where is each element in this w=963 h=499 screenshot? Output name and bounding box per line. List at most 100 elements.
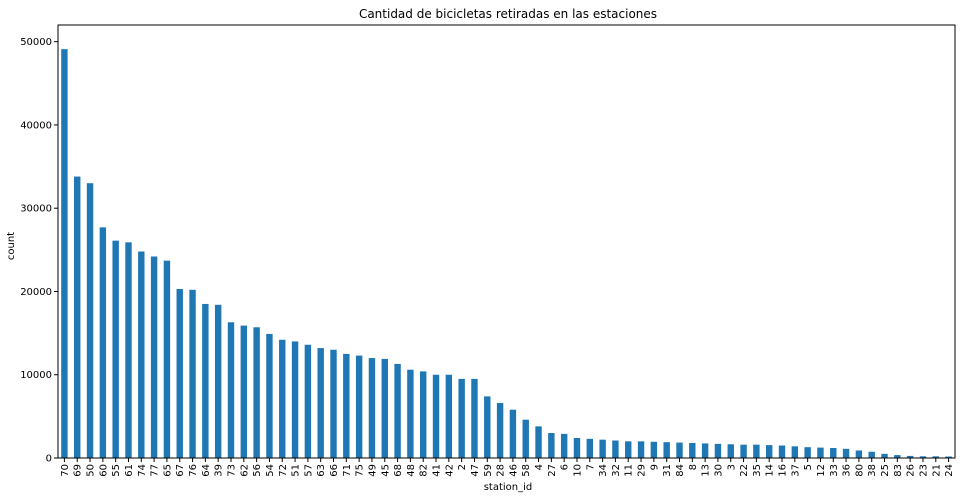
bar-station-42 xyxy=(445,374,453,458)
bar-station-28 xyxy=(496,403,504,458)
bar-station-62 xyxy=(240,325,248,458)
x-tick-label: 69 xyxy=(73,464,84,477)
x-tick-label: 77 xyxy=(150,464,161,477)
x-tick-label: 3 xyxy=(726,464,737,470)
bar-station-49 xyxy=(368,358,376,458)
x-tick-label: 67 xyxy=(175,464,186,477)
x-axis-ticks: 70 69 50 60 55 61 74 77 65 67 76 64 39 73 62 56 54 72 51 57… xyxy=(60,458,955,477)
bar-station-34 xyxy=(599,439,606,458)
bar-station-58 xyxy=(522,419,529,458)
x-tick-label: 27 xyxy=(547,464,558,477)
bar-station-24 xyxy=(945,456,952,458)
x-tick-label: 82 xyxy=(419,464,430,477)
bar-station-30 xyxy=(714,443,722,458)
y-tick-label: 0 xyxy=(46,454,52,465)
x-tick-label: 10 xyxy=(572,464,583,477)
x-tick-label: 66 xyxy=(329,464,340,477)
y-tick-label: 10000 xyxy=(20,370,52,381)
x-tick-label: 80 xyxy=(854,464,865,477)
bar-station-22 xyxy=(740,444,747,458)
x-tick-label: 54 xyxy=(265,464,276,477)
bar-station-33 xyxy=(830,448,837,458)
x-tick-label: 25 xyxy=(880,464,891,477)
x-tick-label: 26 xyxy=(906,464,917,477)
y-tick-label: 50000 xyxy=(20,37,52,48)
bar-station-38 xyxy=(868,451,875,458)
bar-station-84 xyxy=(676,442,683,458)
bar-station-5 xyxy=(804,447,811,458)
bar-station-67 xyxy=(176,288,183,458)
bar-station-69 xyxy=(74,176,81,459)
x-axis-title: station_id xyxy=(484,482,533,493)
bar-station-9 xyxy=(650,441,658,458)
x-tick-label: 28 xyxy=(496,464,507,477)
bar-station-23 xyxy=(919,456,927,458)
x-tick-label: 14 xyxy=(765,464,776,477)
x-tick-label: 6 xyxy=(560,464,571,470)
bar-station-66 xyxy=(330,349,337,458)
bar-station-8 xyxy=(689,443,696,458)
x-tick-label: 51 xyxy=(291,464,302,477)
bar-station-39 xyxy=(214,304,222,458)
bar-station-71 xyxy=(343,353,350,458)
x-tick-label: 48 xyxy=(406,464,417,477)
bar-station-76 xyxy=(189,289,196,458)
bar-station-63 xyxy=(317,348,324,458)
x-tick-label: 75 xyxy=(355,464,366,477)
bar-station-59 xyxy=(484,396,491,458)
bar-station-12 xyxy=(817,447,824,458)
x-tick-label: 31 xyxy=(662,464,673,477)
x-tick-label: 63 xyxy=(316,464,327,477)
bar-station-6 xyxy=(560,433,568,458)
bar-station-82 xyxy=(420,371,427,458)
x-tick-label: 45 xyxy=(380,464,391,477)
bar-station-64 xyxy=(202,303,209,458)
x-tick-label: 68 xyxy=(393,464,404,477)
x-tick-label: 32 xyxy=(611,464,622,477)
x-tick-label: 38 xyxy=(867,464,878,477)
bar-station-27 xyxy=(548,433,555,458)
bar-station-36 xyxy=(842,448,850,458)
x-tick-label: 8 xyxy=(688,464,699,470)
x-tick-label: 9 xyxy=(649,464,660,470)
x-tick-label: 84 xyxy=(675,464,686,477)
x-tick-label: 60 xyxy=(98,464,109,477)
y-tick-label: 30000 xyxy=(20,204,52,215)
bar-station-25 xyxy=(881,453,888,458)
bar-station-56 xyxy=(253,327,260,458)
bar-station-54 xyxy=(266,333,273,458)
x-tick-label: 46 xyxy=(508,464,519,477)
bar-station-41 xyxy=(432,374,440,458)
x-tick-label: 2 xyxy=(457,464,468,470)
bar-station-11 xyxy=(625,441,632,458)
x-tick-label: 62 xyxy=(239,464,250,477)
x-tick-label: 65 xyxy=(162,464,173,477)
bar-station-46 xyxy=(509,409,517,458)
bar-station-51 xyxy=(291,341,299,458)
x-tick-label: 55 xyxy=(111,464,122,477)
bar-station-35 xyxy=(753,444,760,458)
bar-station-73 xyxy=(227,322,235,458)
x-tick-label: 34 xyxy=(598,464,609,477)
x-tick-label: 57 xyxy=(303,464,314,477)
x-tick-label: 58 xyxy=(521,464,532,477)
bar-station-3 xyxy=(727,444,734,458)
x-tick-label: 76 xyxy=(188,464,199,477)
y-tick-label: 40000 xyxy=(20,120,52,131)
bar-station-7 xyxy=(586,438,593,458)
x-tick-label: 59 xyxy=(483,464,494,477)
x-tick-label: 35 xyxy=(752,464,763,477)
chart-title: Cantidad de bicicletas retiradas en las … xyxy=(359,7,657,21)
x-tick-label: 47 xyxy=(470,464,481,477)
bar-station-4 xyxy=(535,426,542,458)
bar-station-72 xyxy=(279,339,286,458)
x-tick-label: 37 xyxy=(790,464,801,477)
x-tick-label: 5 xyxy=(803,464,814,470)
x-tick-label: 70 xyxy=(60,464,71,477)
bar-station-77 xyxy=(150,256,158,458)
x-tick-label: 33 xyxy=(829,464,840,477)
bar-station-21 xyxy=(932,456,939,458)
bar-station-68 xyxy=(394,363,401,458)
x-tick-label: 12 xyxy=(816,464,827,477)
